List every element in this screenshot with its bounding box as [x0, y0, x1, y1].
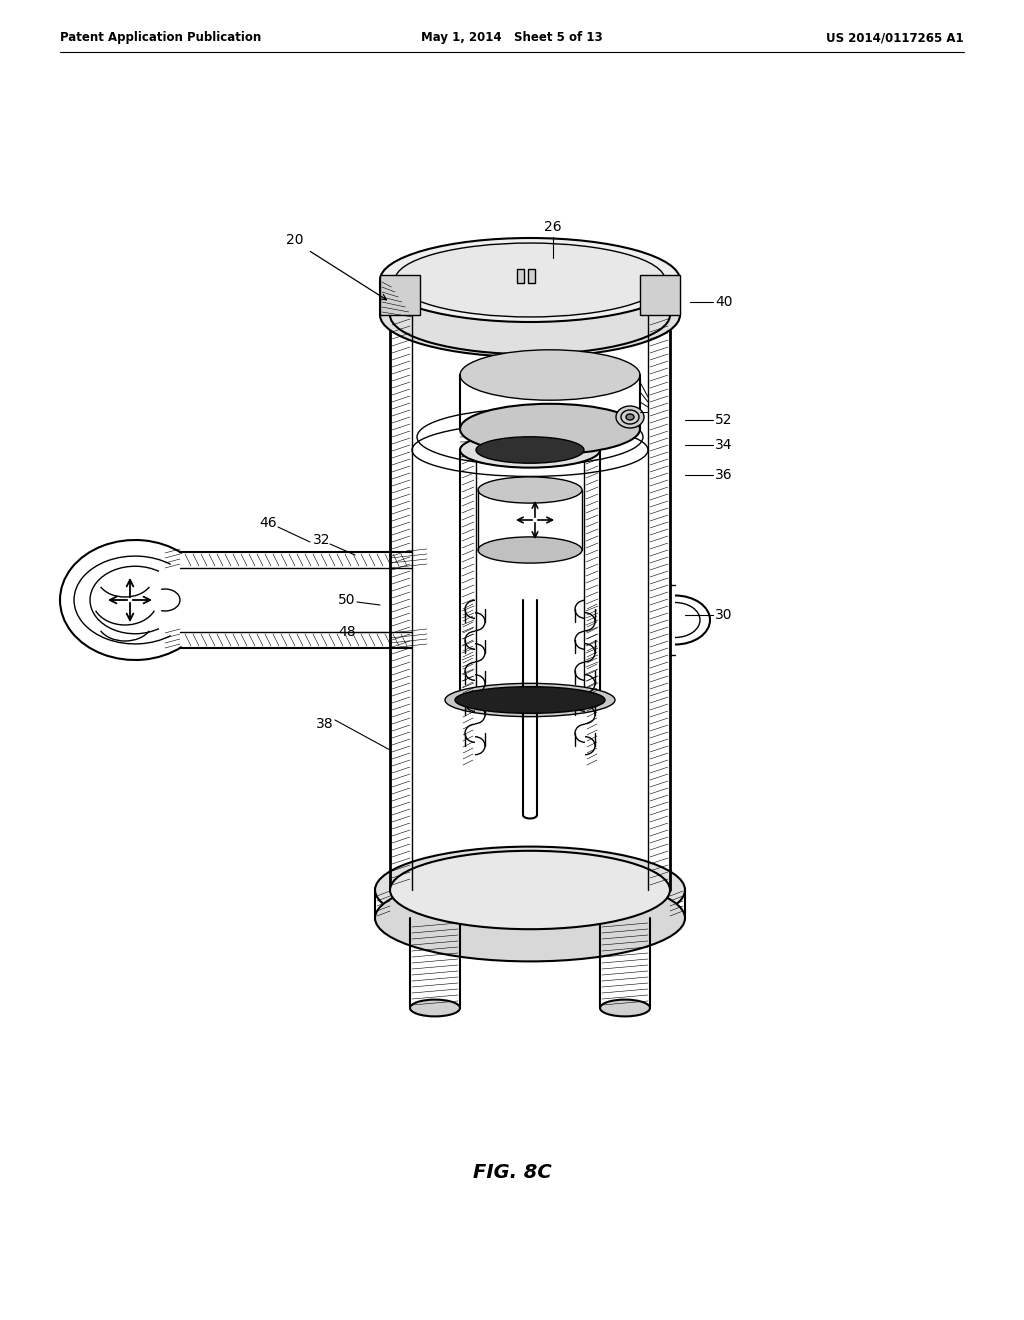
Text: 48: 48: [338, 624, 355, 639]
Ellipse shape: [410, 999, 460, 1016]
Text: 20: 20: [287, 234, 304, 247]
Text: US 2014/0117265 A1: US 2014/0117265 A1: [826, 32, 964, 45]
Text: FIG. 8C: FIG. 8C: [473, 1163, 551, 1181]
Ellipse shape: [460, 433, 600, 467]
Text: 26: 26: [544, 220, 562, 234]
Text: 38: 38: [316, 717, 334, 731]
Ellipse shape: [460, 350, 640, 400]
Text: Patent Application Publication: Patent Application Publication: [60, 32, 261, 45]
Text: 30: 30: [715, 609, 732, 622]
Ellipse shape: [390, 851, 670, 929]
Ellipse shape: [478, 537, 582, 564]
Text: 40: 40: [715, 294, 732, 309]
Ellipse shape: [380, 273, 680, 356]
Text: 46: 46: [259, 516, 276, 531]
Text: 36: 36: [715, 469, 732, 482]
Ellipse shape: [460, 404, 640, 454]
Text: 32: 32: [313, 533, 331, 546]
Ellipse shape: [455, 686, 605, 713]
Text: May 1, 2014   Sheet 5 of 13: May 1, 2014 Sheet 5 of 13: [421, 32, 603, 45]
Ellipse shape: [375, 846, 685, 933]
Ellipse shape: [375, 875, 685, 961]
Text: 50: 50: [338, 593, 355, 607]
Text: 52: 52: [715, 413, 732, 426]
Ellipse shape: [445, 684, 615, 717]
Bar: [380, 275, 420, 315]
Ellipse shape: [380, 238, 680, 322]
Ellipse shape: [395, 243, 665, 317]
Ellipse shape: [600, 999, 650, 1016]
Ellipse shape: [616, 407, 644, 428]
Ellipse shape: [626, 414, 634, 420]
Bar: [528, 269, 535, 282]
Ellipse shape: [476, 437, 584, 463]
Ellipse shape: [478, 477, 582, 503]
Text: 34: 34: [715, 438, 732, 451]
Bar: [517, 269, 524, 282]
Bar: [640, 275, 680, 315]
